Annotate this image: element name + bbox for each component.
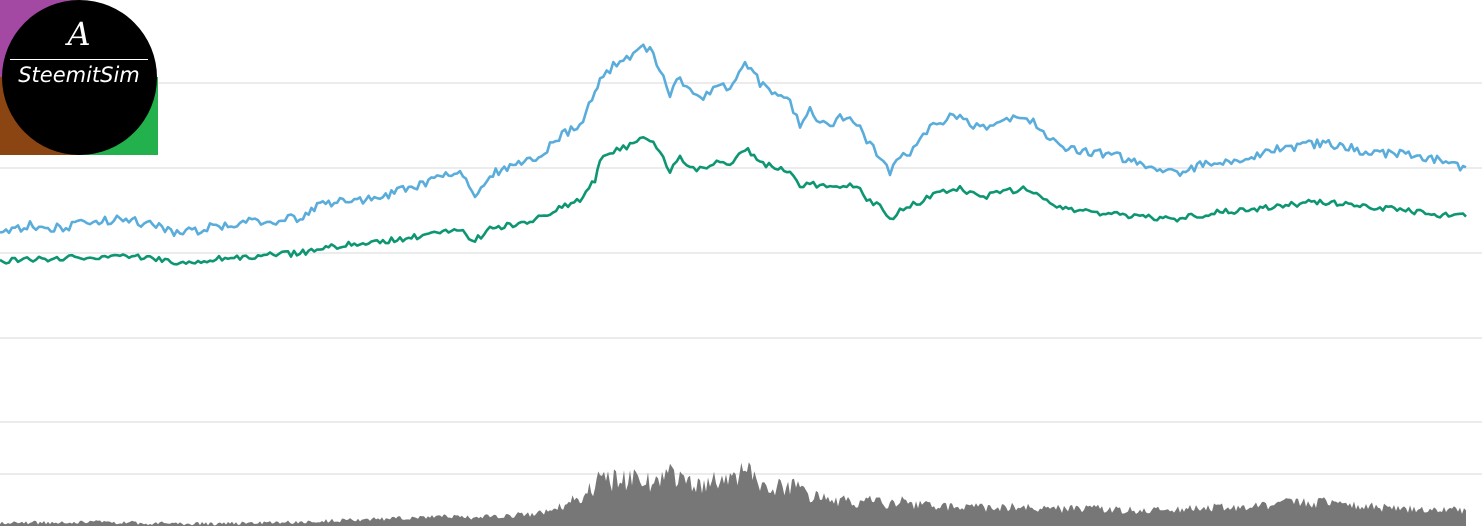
- gridlines: [0, 82, 1482, 475]
- logo-name: SteemitSim: [18, 63, 140, 87]
- logo-letter: A: [67, 15, 91, 53]
- price-series-group: [0, 43, 1467, 266]
- volume-area: [0, 462, 1466, 526]
- logo-divider: [10, 59, 148, 60]
- steemitsim-logo: A SteemitSim: [0, 0, 158, 155]
- series-line-0: [0, 43, 1467, 237]
- volume-area-group: [0, 462, 1466, 526]
- logo-circle: [2, 0, 157, 155]
- series-line-1: [0, 136, 1467, 266]
